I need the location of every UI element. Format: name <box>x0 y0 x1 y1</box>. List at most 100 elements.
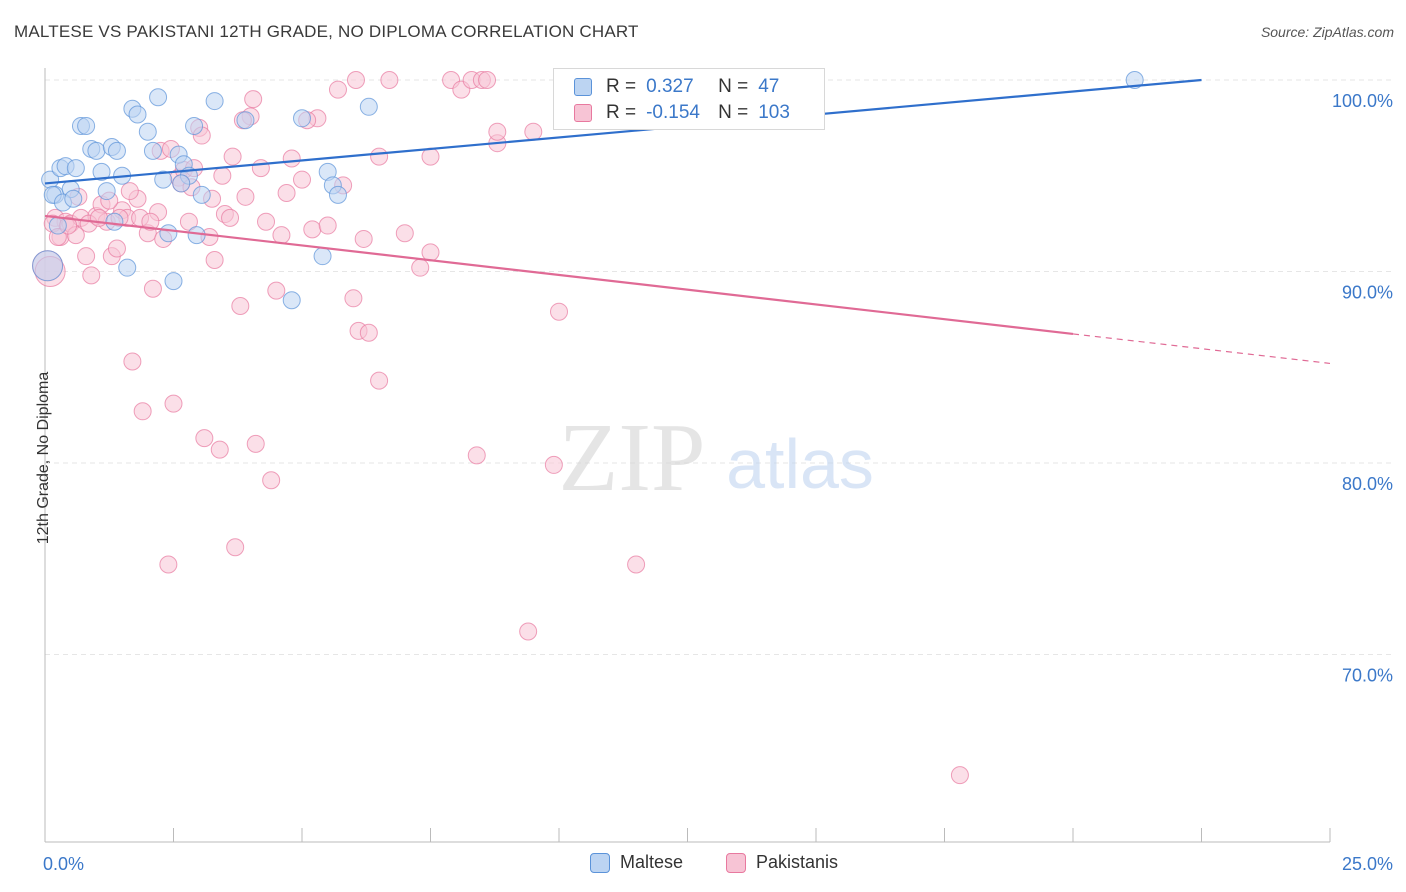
pakistanis-point <box>179 212 198 231</box>
r-value-maltese: 0.327 <box>646 76 694 97</box>
pakistanis-point <box>244 90 263 109</box>
pakistanis-point <box>950 766 969 785</box>
pakistanis-point <box>478 71 497 89</box>
pakistanis-point <box>272 226 291 245</box>
pakistanis-point <box>251 159 270 178</box>
pakistanis-point <box>262 471 281 490</box>
pakistanis-point <box>293 170 311 189</box>
pakistanis-point <box>159 555 178 574</box>
pakistanis-point <box>550 302 568 321</box>
x-tick-label-end: 25.0% <box>1342 854 1393 874</box>
pakistanis-point <box>257 212 276 231</box>
pakistanis-point <box>226 538 245 557</box>
maltese-point <box>32 250 64 282</box>
maltese-point <box>64 189 83 208</box>
watermark: ZIP atlas <box>559 404 874 512</box>
maltese-point <box>107 141 126 160</box>
pakistanis-point <box>282 149 301 168</box>
pakistanis-point <box>354 229 373 248</box>
pakistanis-point <box>467 446 486 465</box>
correlation-legend: R = 0.327 N = 47 R = -0.154 N = 103 <box>553 68 825 130</box>
maltese-point <box>87 141 106 160</box>
pakistanis-point <box>236 187 255 206</box>
pakistanis-point <box>524 122 543 141</box>
pakistanis-point <box>380 71 399 89</box>
pakistanis-legend-swatch <box>726 852 746 873</box>
y-tick-label: 70.0% <box>1342 666 1393 686</box>
data-points <box>32 71 1144 785</box>
r-value-pakistanis: -0.154 <box>646 102 700 123</box>
maltese-point <box>77 116 96 135</box>
pakistanis-point <box>246 434 265 453</box>
pakistanis-point <box>421 243 440 262</box>
series-legend: Maltese Pakistanis <box>0 852 1406 876</box>
pakistanis-point <box>303 220 322 239</box>
pakistanis-point <box>213 166 232 185</box>
r-label: R = <box>606 76 637 97</box>
pakistanis-point <box>123 352 142 371</box>
chart-title: MALTESE VS PAKISTANI 12TH GRADE, NO DIPL… <box>14 22 639 41</box>
pakistanis-point <box>318 216 337 235</box>
maltese-point <box>236 111 255 130</box>
tick-labels: 70.0% 80.0% 90.0% 100.0% 0.0% 25.0% <box>43 91 1393 874</box>
maltese-point <box>92 162 111 181</box>
pakistanis-point <box>143 279 162 298</box>
maltese-point <box>328 185 347 204</box>
maltese-point <box>1125 71 1144 89</box>
maltese-point <box>48 216 67 235</box>
legend-item-pakistanis[interactable]: Pakistanis <box>726 852 838 873</box>
y-tick-label: 90.0% <box>1342 283 1393 303</box>
legend-row-maltese: R = 0.327 N = 47 <box>574 75 779 99</box>
maltese-point <box>164 272 183 291</box>
maltese-legend-swatch <box>590 852 610 873</box>
pakistanis-point <box>77 247 96 266</box>
pakistanis-point <box>195 429 214 448</box>
maltese-point <box>293 109 311 128</box>
maltese-point <box>97 182 116 201</box>
maltese-swatch <box>574 78 592 96</box>
pakistanis-point <box>346 71 365 89</box>
r-label: R = <box>606 102 637 123</box>
pakistanis-swatch <box>574 104 592 122</box>
pakistanis-point <box>133 402 152 421</box>
pakistanis-trend-extension <box>1072 333 1331 365</box>
pakistanis-point <box>344 289 363 308</box>
n-value-maltese: 47 <box>758 76 780 97</box>
pakistanis-point <box>395 224 414 243</box>
maltese-point <box>359 97 378 116</box>
pakistanis-point <box>359 323 378 342</box>
pakistanis-point <box>141 212 160 231</box>
pakistanis-point <box>120 182 139 201</box>
pakistanis-point <box>411 258 430 277</box>
legend-row-pakistanis: R = -0.154 N = 103 <box>574 101 790 125</box>
watermark-atlas: atlas <box>726 425 874 503</box>
maltese-point <box>105 212 124 231</box>
pakistanis-point <box>205 251 224 270</box>
pakistanis-point <box>221 208 240 227</box>
legend-item-maltese[interactable]: Maltese <box>590 852 683 873</box>
maltese-point <box>66 159 85 178</box>
pakistanis-point <box>328 80 347 99</box>
maltese-point <box>154 170 173 189</box>
maltese-point <box>192 185 211 204</box>
pakistanis-point <box>421 147 440 166</box>
pakistanis-point <box>231 296 250 315</box>
maltese-point <box>138 122 157 141</box>
maltese-point <box>172 174 191 193</box>
pakistanis-trend-line <box>44 214 1074 336</box>
maltese-trend-line <box>44 78 1202 185</box>
pakistanis-point <box>544 455 563 474</box>
y-tick-label: 100.0% <box>1332 91 1393 111</box>
legend-label-maltese: Maltese <box>620 852 684 872</box>
n-label: N = <box>718 102 749 123</box>
x-tick-label-start: 0.0% <box>43 854 84 874</box>
pakistanis-point <box>164 394 183 413</box>
maltese-point <box>313 247 332 266</box>
maltese-point <box>205 92 224 111</box>
pakistanis-point <box>627 555 646 574</box>
pakistanis-point <box>488 122 507 141</box>
pakistanis-point <box>370 371 389 390</box>
legend-label-pakistanis: Pakistanis <box>756 852 839 872</box>
pakistanis-point <box>519 622 538 641</box>
